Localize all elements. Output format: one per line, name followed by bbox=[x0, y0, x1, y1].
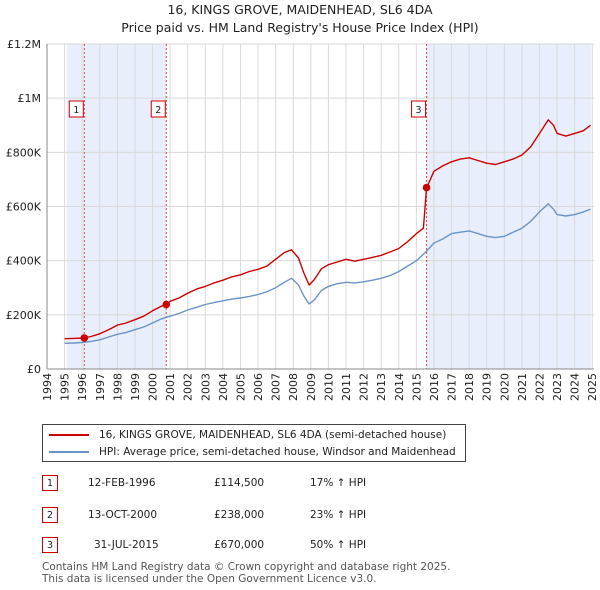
x-tick-label: 2025 bbox=[586, 373, 599, 401]
x-tick-label: 2017 bbox=[446, 373, 459, 401]
x-tick-label: 1996 bbox=[76, 373, 89, 401]
price-chart: 1 2 3 £0 £200K £400K £600K £800K £1M £1.2M 1994 199… bbox=[6, 38, 599, 401]
x-tick-label: 2011 bbox=[340, 373, 353, 401]
x-tick-label: 2004 bbox=[217, 373, 230, 401]
x-tick-label: 2012 bbox=[358, 373, 371, 401]
sale-marker-label: 3 bbox=[416, 105, 422, 116]
x-tick-label: 2024 bbox=[569, 373, 582, 401]
transaction-number: 2 bbox=[42, 507, 58, 523]
legend-label-hpi: HPI: Average price, semi-detached house,… bbox=[99, 446, 456, 458]
transaction-hpi: 23% ↑ HPI bbox=[310, 509, 367, 521]
footer-licence: This data is licensed under the Open Gov… bbox=[42, 573, 377, 585]
legend-item-property: 16, KINGS GROVE, MAIDENHEAD, SL6 4DA (se… bbox=[49, 427, 446, 443]
sale-point bbox=[162, 300, 171, 309]
x-tick-label: 2002 bbox=[182, 373, 195, 401]
sale-marker-label: 1 bbox=[73, 105, 79, 116]
x-tick-label: 2018 bbox=[463, 373, 476, 401]
footer-copyright: Contains HM Land Registry data © Crown c… bbox=[42, 561, 451, 573]
x-tick-label: 2009 bbox=[305, 373, 318, 401]
transaction-hpi: 17% ↑ HPI bbox=[310, 477, 367, 489]
property-series-line bbox=[64, 119, 591, 340]
x-tick-label: 1994 bbox=[41, 373, 54, 401]
x-tick-label: 2005 bbox=[234, 373, 247, 401]
x-tick-label: 2010 bbox=[322, 373, 335, 401]
transaction-number: 1 bbox=[42, 475, 58, 491]
x-tick-label: 2000 bbox=[147, 373, 160, 401]
transaction-date: 12-FEB-1996 bbox=[88, 477, 156, 489]
transaction-hpi: 50% ↑ HPI bbox=[310, 539, 367, 551]
sale-marker-box bbox=[411, 100, 427, 118]
hpi-series-line bbox=[64, 203, 591, 344]
y-tick-label: £1.2M bbox=[7, 38, 41, 51]
x-tick-label: 1997 bbox=[94, 373, 107, 401]
sale-marker-label: 2 bbox=[155, 105, 161, 116]
x-tick-label: 2016 bbox=[428, 373, 441, 401]
x-tick-label: 2020 bbox=[498, 373, 511, 401]
y-tick-label: £400K bbox=[6, 255, 42, 268]
transaction-price: £238,000 bbox=[214, 509, 265, 521]
chart-legend: 16, KINGS GROVE, MAIDENHEAD, SL6 4DA (se… bbox=[42, 424, 466, 462]
legend-swatch-hpi bbox=[49, 451, 89, 453]
sale-marker-box bbox=[68, 100, 84, 118]
transaction-date: 31-JUL-2015 bbox=[94, 539, 159, 551]
sale-point bbox=[422, 183, 431, 192]
x-tick-label: 1995 bbox=[59, 373, 72, 401]
y-tick-label: £0 bbox=[27, 363, 41, 376]
transaction-price: £670,000 bbox=[214, 539, 265, 551]
transaction-number: 3 bbox=[42, 537, 58, 553]
x-tick-label: 2013 bbox=[375, 373, 388, 401]
x-tick-label: 2006 bbox=[252, 373, 265, 401]
transaction-date: 13-OCT-2000 bbox=[88, 509, 157, 521]
x-tick-label: 2023 bbox=[551, 373, 564, 401]
y-tick-label: £1M bbox=[18, 92, 42, 105]
legend-label-property: 16, KINGS GROVE, MAIDENHEAD, SL6 4DA (se… bbox=[99, 429, 447, 441]
x-tick-label: 2021 bbox=[516, 373, 529, 401]
x-tick-label: 2015 bbox=[410, 373, 423, 401]
chart-subtitle: Price paid vs. HM Land Registry's House … bbox=[121, 20, 479, 35]
x-tick-label: 2022 bbox=[533, 373, 546, 401]
x-tick-label: 2001 bbox=[164, 373, 177, 401]
x-tick-label: 2007 bbox=[270, 373, 283, 401]
x-tick-label: 2019 bbox=[481, 373, 494, 401]
sale-marker-box bbox=[150, 100, 166, 118]
transaction-price: £114,500 bbox=[214, 477, 265, 489]
x-tick-label: 2008 bbox=[287, 373, 300, 401]
y-tick-label: £200K bbox=[6, 309, 42, 322]
legend-item-hpi: HPI: Average price, semi-detached house,… bbox=[49, 444, 456, 460]
y-tick-label: £800K bbox=[6, 146, 42, 159]
sale-point bbox=[80, 334, 89, 342]
x-tick-label: 2014 bbox=[393, 373, 406, 401]
x-tick-label: 1999 bbox=[129, 373, 142, 401]
legend-swatch-property bbox=[49, 434, 89, 436]
chart-title: 16, KINGS GROVE, MAIDENHEAD, SL6 4DA bbox=[167, 2, 433, 17]
x-tick-label: 2003 bbox=[199, 373, 212, 401]
x-tick-label: 1998 bbox=[111, 373, 124, 401]
y-tick-label: £600K bbox=[6, 201, 42, 214]
